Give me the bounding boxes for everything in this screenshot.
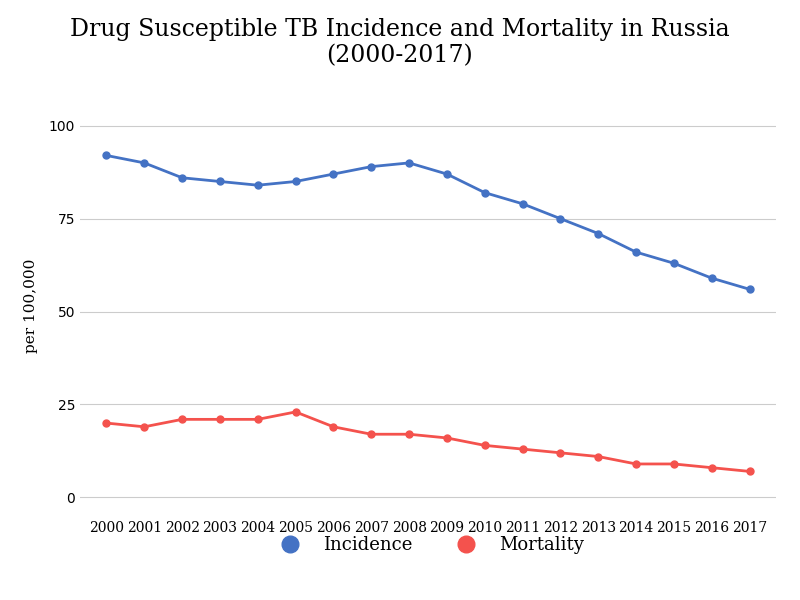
Text: Drug Susceptible TB Incidence and Mortality in Russia
(2000-2017): Drug Susceptible TB Incidence and Mortal…: [70, 18, 730, 68]
Legend: Incidence, Mortality: Incidence, Mortality: [265, 529, 591, 562]
Y-axis label: per 100,000: per 100,000: [24, 259, 38, 353]
